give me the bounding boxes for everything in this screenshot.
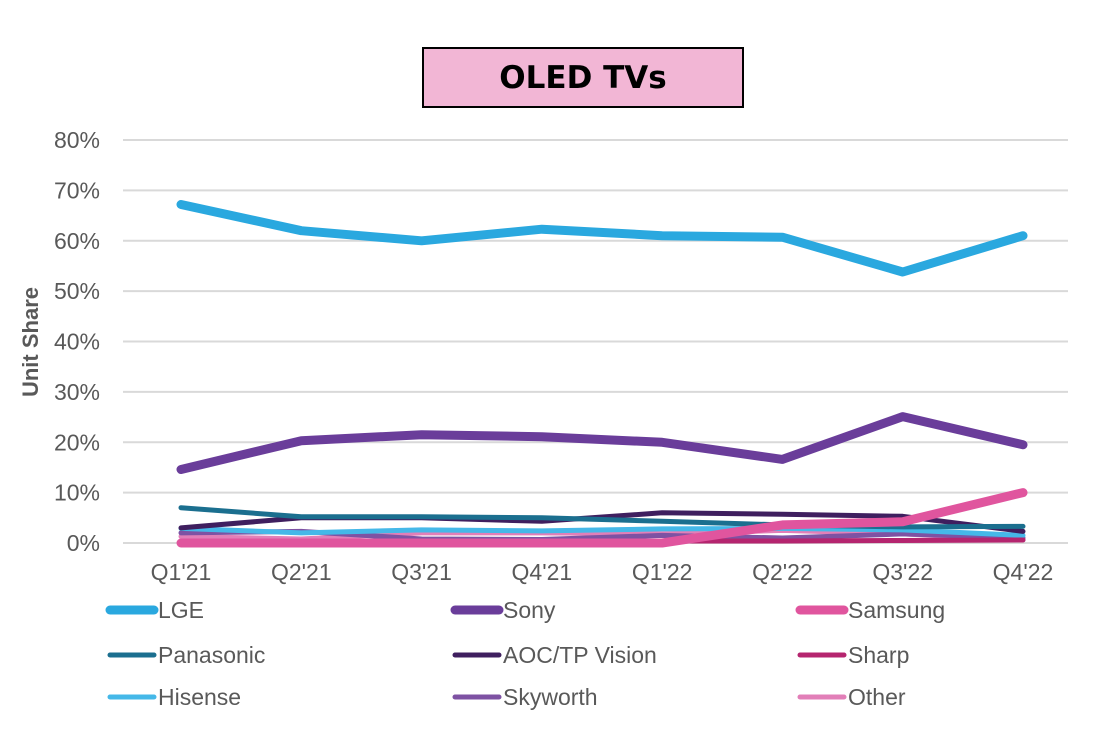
series-line-hisense (178, 525, 1026, 538)
x-tick-label: Q4'22 (993, 559, 1054, 585)
legend-label: Panasonic (158, 642, 265, 668)
legend-item: Sharp (797, 642, 909, 668)
y-tick-label: 70% (54, 177, 100, 203)
x-tick-label: Q3'22 (872, 559, 933, 585)
legend-label: Samsung (848, 597, 945, 623)
legend-label: Hisense (158, 684, 241, 710)
y-axis-title: Unit Share (18, 287, 43, 397)
y-tick-label: 80% (54, 127, 100, 153)
legend-item: Other (797, 684, 906, 710)
y-tick-label: 10% (54, 480, 100, 506)
series-lines (176, 200, 1028, 548)
x-tick-label: Q1'21 (151, 559, 212, 585)
y-tick-label: 50% (54, 278, 100, 304)
legend-label: Skyworth (503, 684, 598, 710)
y-tick-label: 30% (54, 379, 100, 405)
legend-item: Sony (450, 597, 556, 623)
legend-label: Other (848, 684, 906, 710)
legend-item: Skyworth (452, 684, 598, 710)
series-line-sony (176, 412, 1028, 474)
legend-item: LGE (105, 597, 204, 623)
x-axis-ticks: Q1'21 Q2'21 Q3'21 Q4'21 Q1'22 Q2'22 Q3'22 Q4'22 (151, 559, 1054, 585)
x-tick-label: Q4'21 (512, 559, 573, 585)
legend: LGE Sony Samsung Panasonic AOC/TP Vision Shar… (105, 597, 945, 710)
chart-title: OLED TVs (422, 47, 744, 108)
legend-label: LGE (158, 597, 204, 623)
legend-label: Sony (503, 597, 556, 623)
y-tick-label: 40% (54, 329, 100, 355)
legend-item: AOC/TP Vision (452, 642, 657, 668)
x-tick-label: Q1'22 (632, 559, 693, 585)
legend-item: Samsung (795, 597, 945, 623)
legend-item: Panasonic (107, 642, 265, 668)
x-tick-label: Q3'21 (391, 559, 452, 585)
y-tick-label: 60% (54, 228, 100, 254)
legend-label: Sharp (848, 642, 909, 668)
x-tick-label: Q2'22 (752, 559, 813, 585)
x-tick-label: Q2'21 (271, 559, 332, 585)
y-axis-ticks: 0% 10% 20% 30% 40% 50% 60% 70% 80% (54, 127, 100, 556)
legend-label: AOC/TP Vision (503, 642, 657, 668)
y-tick-label: 20% (54, 429, 100, 455)
series-line-samsung (176, 488, 1028, 548)
y-tick-label: 0% (67, 530, 100, 556)
series-line-lge (176, 200, 1028, 277)
legend-item: Hisense (107, 684, 241, 710)
gridlines (123, 139, 1068, 544)
